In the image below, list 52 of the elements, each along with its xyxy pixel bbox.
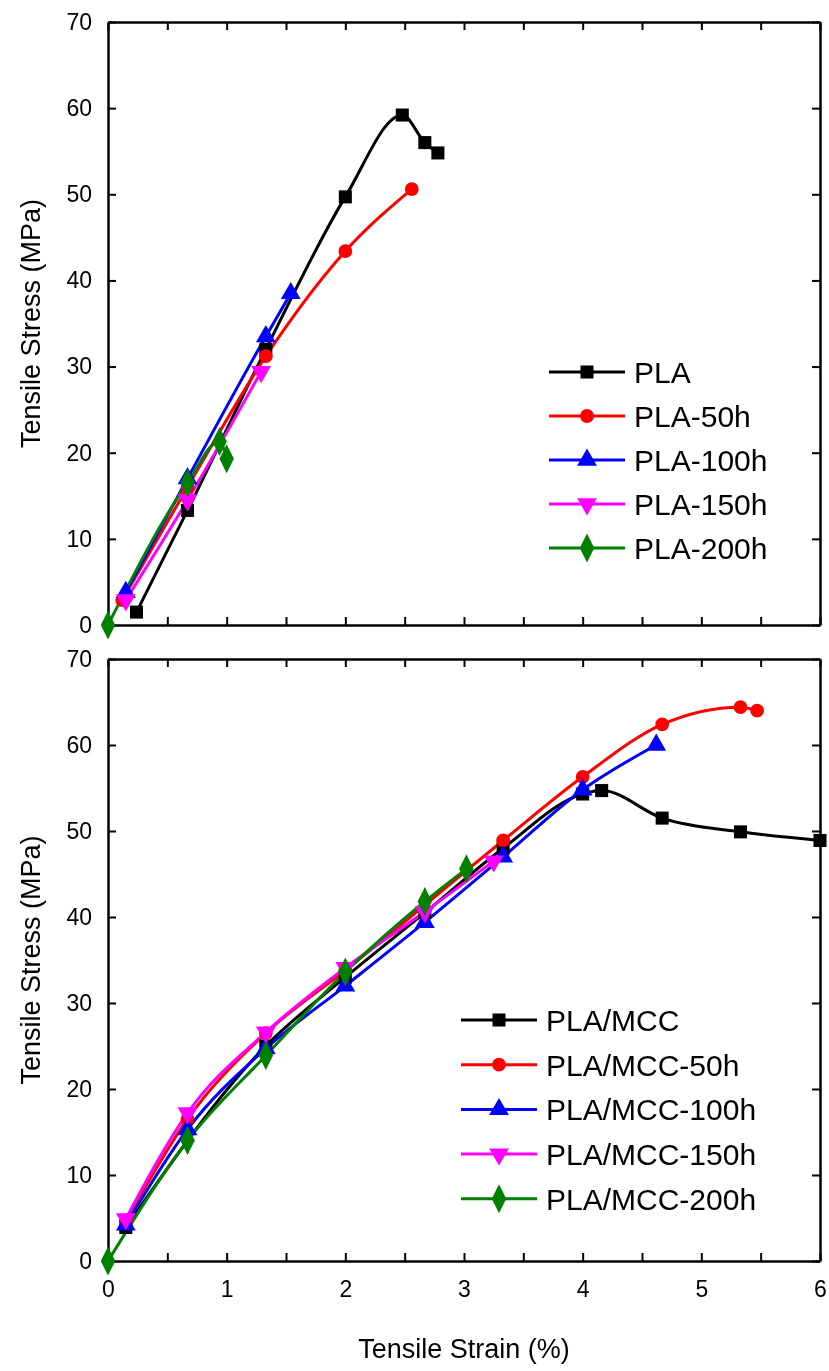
point	[338, 244, 353, 259]
x-tick-label: 6	[814, 1276, 827, 1303]
y-tick-label: 0	[79, 611, 92, 638]
y-tick-label: 50	[66, 181, 92, 208]
y-tick-label: 70	[66, 8, 92, 35]
y-tick-label: 20	[66, 439, 92, 466]
point	[258, 349, 273, 364]
y-tick-label: 10	[66, 1161, 92, 1188]
point	[496, 833, 511, 848]
legend-label: PLA/MCC-100h	[546, 1093, 757, 1127]
y-tick-label: 0	[79, 1247, 92, 1274]
x-tick-label: 5	[695, 1276, 709, 1303]
point	[595, 784, 609, 798]
y-axis-title: Tensile Stress (MPa)	[15, 198, 46, 449]
legend-label: PLA	[634, 355, 691, 389]
y-tick-label: 20	[66, 1075, 92, 1102]
legend-label: PLA-100h	[634, 443, 768, 477]
point	[733, 700, 748, 715]
x-tick-label: 2	[339, 1276, 353, 1303]
y-tick-label: 40	[66, 903, 92, 930]
point	[655, 811, 669, 825]
legend-label: PLA/MCC	[546, 1003, 680, 1037]
y-tick-label: 60	[66, 731, 92, 758]
point	[431, 146, 445, 160]
y-tick-label: 30	[66, 353, 92, 380]
x-tick-label: 4	[576, 1276, 590, 1303]
point	[655, 717, 670, 732]
legend-label: PLA/MCC-150h	[546, 1137, 757, 1171]
point	[733, 825, 748, 839]
x-tick-label: 3	[458, 1276, 471, 1303]
y-tick-label: 60	[66, 95, 92, 121]
legend-label: PLA-200h	[634, 531, 768, 565]
y-tick-label: 50	[66, 817, 92, 844]
y-axis-title: Tensile Stress (MPa)	[15, 835, 46, 1085]
legend-label: PLA/MCC-200h	[546, 1182, 757, 1216]
y-tick-label: 30	[66, 989, 92, 1016]
legend-label: PLA-150h	[634, 487, 768, 521]
legend-label: PLA/MCC-50h	[546, 1048, 740, 1082]
point	[813, 833, 827, 847]
point	[750, 703, 765, 718]
point	[418, 136, 432, 150]
legend-label: PLA-50h	[634, 399, 751, 433]
y-tick-label: 10	[66, 525, 92, 552]
y-tick-label: 40	[66, 267, 92, 294]
point	[395, 108, 409, 122]
x-tick-label: 1	[220, 1276, 234, 1303]
y-tick-label: 70	[66, 645, 92, 672]
point	[404, 182, 419, 197]
x-tick-label: 0	[102, 1276, 115, 1303]
x-axis-title: Tensile Strain (%)	[358, 1334, 570, 1364]
point	[338, 190, 352, 204]
point	[129, 605, 143, 619]
